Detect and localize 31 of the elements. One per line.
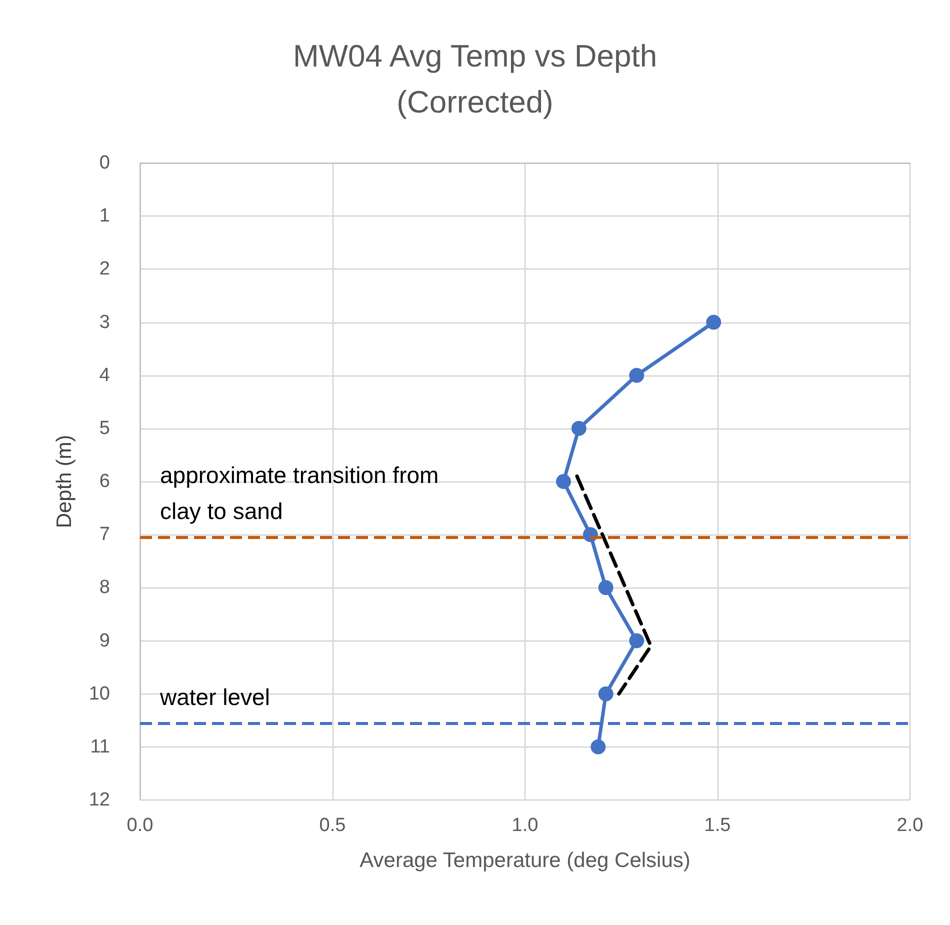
x-axis-title: Average Temperature (deg Celsius) (360, 849, 690, 872)
y-tick-label: 10 (88, 683, 110, 704)
chart-title: MW04 Avg Temp vs Depth (Corrected) (292, 38, 658, 120)
y-tick-label: 2 (99, 258, 110, 280)
x-tick-label: 1.0 (512, 815, 538, 836)
point (629, 368, 644, 383)
point (590, 739, 606, 754)
y-tick-label: 4 (99, 364, 110, 386)
y-tick-label: 0 (99, 152, 110, 174)
point (629, 633, 644, 648)
point (598, 580, 614, 596)
x-tick-label: 1.5 (704, 815, 731, 836)
y-tick-label: 7 (99, 524, 110, 546)
point (598, 686, 614, 702)
point (571, 420, 586, 436)
x-tick-label: 0.0 (126, 815, 154, 836)
x-tick-label: 0.5 (319, 815, 346, 836)
y-tick-label: 12 (88, 790, 110, 810)
y-tick-label: 5 (99, 418, 110, 439)
y-tick-label: 8 (99, 577, 110, 598)
y-tick-label: 9 (99, 630, 110, 652)
ref-line-label: approximate transition from clay to sand (160, 462, 446, 524)
y-axis-title: Depth (m) (53, 434, 76, 528)
point (556, 474, 571, 489)
y-tick-label: 11 (90, 736, 110, 758)
y-tick-label: 3 (99, 312, 110, 333)
y-tick-label: 6 (99, 471, 110, 492)
point (706, 314, 722, 330)
x-tick-label: 2.0 (896, 815, 924, 836)
ref-line-label: water level (159, 684, 270, 710)
y-tick-label: 1 (99, 206, 110, 227)
